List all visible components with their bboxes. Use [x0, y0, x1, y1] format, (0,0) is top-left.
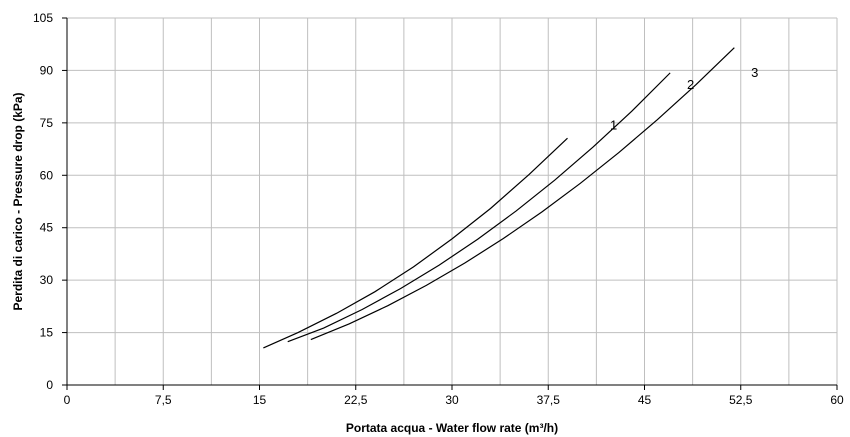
x-tick-label: 45	[638, 393, 652, 407]
x-tick-label: 7,5	[155, 393, 172, 407]
y-tick-label: 0	[46, 378, 53, 392]
tick-labels: 0 7,5 15 22,5 30 37,5 45 52,5 60 0 15 30 45 60 75 90 105…	[33, 11, 844, 407]
axes	[62, 17, 838, 390]
x-tick-label: 52,5	[729, 393, 753, 407]
series-label-3: 3	[751, 65, 758, 80]
x-tick-label: 22,5	[344, 393, 368, 407]
y-tick-label: 90	[40, 63, 54, 77]
grid	[67, 17, 838, 385]
y-tick-label: 75	[40, 116, 54, 130]
series-label-1: 1	[610, 117, 617, 132]
y-axis-title: Perdita di carico - Pressure drop (kPa)	[11, 92, 25, 310]
y-tick-label: 105	[33, 11, 53, 25]
y-tick-label: 30	[40, 273, 54, 287]
series-line-2	[287, 72, 671, 343]
x-axis-title: Portata acqua - Water flow rate (m³/h)	[346, 421, 558, 435]
x-tick-label: 30	[445, 393, 459, 407]
series-lines	[263, 47, 735, 349]
series-line-1	[263, 137, 568, 349]
x-tick-label: 60	[830, 393, 844, 407]
x-tick-label: 37,5	[537, 393, 561, 407]
y-tick-label: 45	[40, 221, 54, 235]
y-tick-label: 15	[40, 326, 54, 340]
y-tick-label: 60	[40, 168, 54, 182]
series-line-3	[310, 47, 735, 341]
x-tick-label: 15	[253, 393, 267, 407]
x-tick-label: 0	[64, 393, 71, 407]
series-label-2: 2	[687, 77, 694, 92]
